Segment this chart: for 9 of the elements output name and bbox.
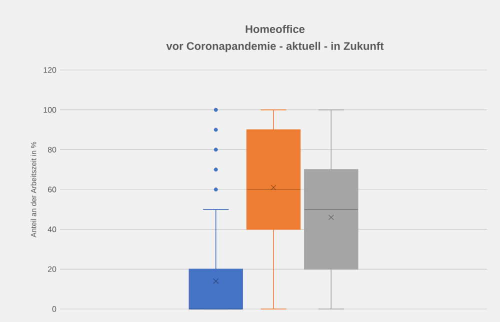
y-tick-label: 40: [48, 226, 56, 232]
y-tick-label: 80: [48, 146, 56, 152]
y-tick-label: 120: [44, 67, 56, 73]
y-tick-label: 0: [52, 306, 56, 312]
chart-subtitle: vor Coronapandemie - aktuell - in Zukunft: [166, 42, 384, 52]
y-tick-label: 60: [48, 186, 56, 192]
chart-title: Homeoffice: [246, 24, 305, 34]
y-tick-label: 20: [48, 266, 56, 272]
y-tick-label: 100: [44, 107, 56, 113]
